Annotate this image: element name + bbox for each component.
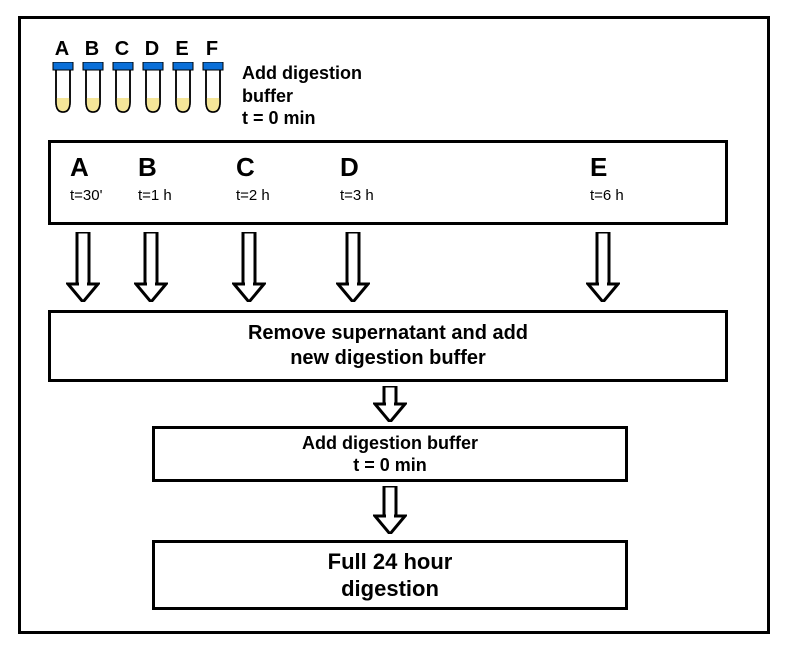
time-label-B: Bt=1 h — [138, 152, 172, 204]
arrow-down-4 — [336, 232, 370, 302]
time-label-E: Et=6 h — [590, 152, 624, 204]
time-label-C: Ct=2 h — [236, 152, 270, 204]
add-line1: Add digestion buffer — [302, 432, 478, 455]
remove-line1: Remove supernatant and add — [248, 321, 528, 346]
tube-F — [202, 62, 224, 114]
time-letter: C — [236, 152, 270, 183]
arrow-down-1 — [66, 232, 100, 302]
tube-A — [52, 62, 74, 114]
tube-label-E: E — [170, 38, 194, 61]
final-line1: Full 24 hour — [328, 548, 453, 576]
final-digestion-box: Full 24 hour digestion — [152, 540, 628, 610]
time-letter: E — [590, 152, 624, 183]
time-value: t=6 h — [590, 187, 624, 204]
arrow-down-5 — [586, 232, 620, 302]
arrow-down-3 — [232, 232, 266, 302]
remove-supernatant-box: Remove supernatant and add new digestion… — [48, 310, 728, 382]
remove-line2: new digestion buffer — [248, 346, 528, 371]
tube-D — [142, 62, 164, 114]
time-letter: A — [70, 152, 102, 183]
initial-instruction: Add digestion buffer t = 0 min — [242, 62, 362, 130]
time-value: t=30' — [70, 187, 102, 204]
add-line2: t = 0 min — [302, 454, 478, 477]
arrow-down-2 — [134, 232, 168, 302]
tube-label-B: B — [80, 38, 104, 61]
tube-label-D: D — [140, 38, 164, 61]
time-letter: B — [138, 152, 172, 183]
time-letter: D — [340, 152, 374, 183]
time-value: t=1 h — [138, 187, 172, 204]
add-buffer-box: Add digestion buffer t = 0 min — [152, 426, 628, 482]
tube-label-C: C — [110, 38, 134, 61]
init-line2: buffer — [242, 85, 362, 108]
tube-E — [172, 62, 194, 114]
final-line2: digestion — [328, 575, 453, 603]
init-line1: Add digestion — [242, 62, 362, 85]
time-label-D: Dt=3 h — [340, 152, 374, 204]
tube-label-F: F — [200, 38, 224, 61]
tube-label-A: A — [50, 38, 74, 61]
tube-C — [112, 62, 134, 114]
time-value: t=3 h — [340, 187, 374, 204]
time-value: t=2 h — [236, 187, 270, 204]
time-label-A: At=30' — [70, 152, 102, 204]
arrow-to-final — [373, 486, 407, 534]
diagram-canvas: ABCDEF Add digestion buffer t = 0 min At… — [0, 0, 787, 649]
init-line3: t = 0 min — [242, 107, 362, 130]
arrow-to-add-buffer — [373, 386, 407, 422]
tube-B — [82, 62, 104, 114]
